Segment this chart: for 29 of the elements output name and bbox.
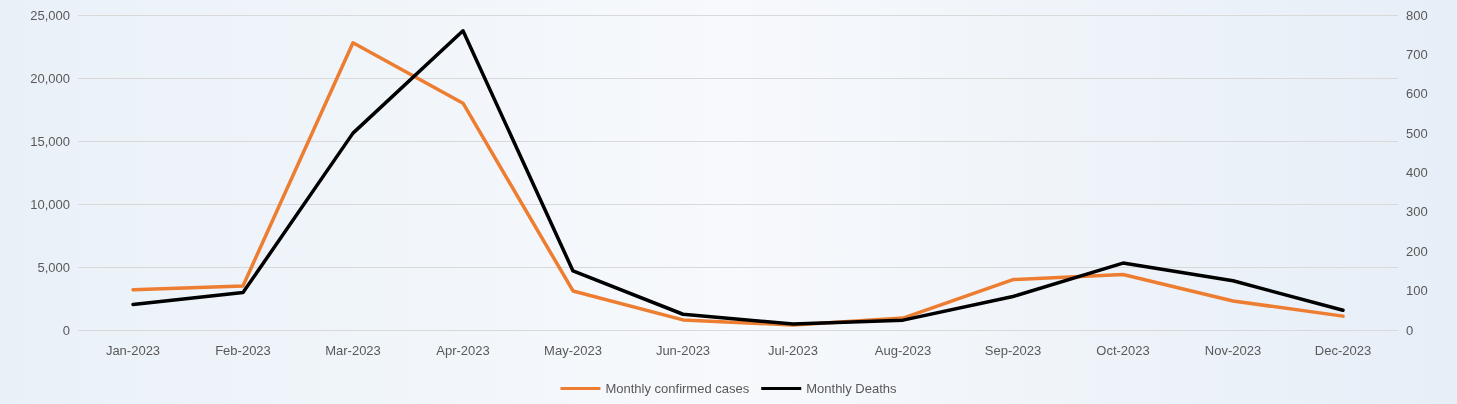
y2-tick-label: 0 [1406, 322, 1414, 338]
y2-tick-label: 600 [1406, 86, 1428, 102]
x-tick-label: Mar-2023 [325, 343, 381, 358]
x-tick-label: Oct-2023 [1096, 343, 1150, 358]
x-tick-label: Sep-2023 [984, 343, 1042, 358]
y-tick-label: 5,000 [37, 259, 70, 275]
legend-label: Monthly confirmed cases [605, 381, 750, 396]
x-tick-label: Apr-2023 [436, 343, 490, 358]
x-tick-label: Jan-2023 [105, 343, 161, 358]
x-tick-label: Nov-2023 [1204, 343, 1262, 358]
y2-tick-label: 800 [1406, 7, 1428, 23]
x-tick-label: Jun-2023 [655, 343, 711, 358]
x-tick-label: May-2023 [544, 343, 602, 358]
legend-label: Monthly Deaths [806, 381, 898, 396]
y2-tick-label: 700 [1406, 46, 1428, 62]
y-tick-label: 15,000 [30, 133, 70, 149]
y-tick-label: 20,000 [30, 70, 70, 86]
y2-tick-label: 100 [1406, 283, 1428, 299]
y-tick-label: 10,000 [30, 196, 70, 212]
y2-tick-label: 300 [1406, 204, 1428, 220]
x-tick-label: Feb-2023 [215, 343, 271, 358]
x-tick-label: Jul-2023 [768, 343, 818, 358]
x-tick-label: Aug-2023 [874, 343, 932, 358]
y2-tick-label: 400 [1406, 165, 1428, 180]
y-tick-label: 0 [62, 322, 70, 338]
y2-tick-label: 500 [1406, 125, 1428, 141]
y2-tick-label: 200 [1406, 243, 1428, 259]
x-tick-label: Dec-2023 [1314, 343, 1372, 358]
y-tick-label: 25,000 [30, 7, 70, 23]
